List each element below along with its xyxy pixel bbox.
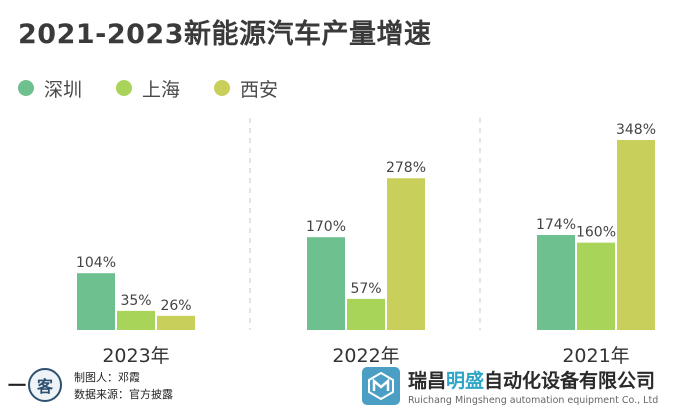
bar-1-2: [387, 178, 425, 330]
data-label-1-1: 57%: [350, 281, 381, 297]
bar-0-0: [77, 273, 115, 330]
legend-label-xian: 西安: [240, 78, 279, 101]
credit-source: 数据来源：官方披露: [74, 388, 173, 401]
footer-logo: 一 客: [8, 368, 62, 402]
legend-swatch-shenzhen: [18, 80, 34, 96]
legend-label-shanghai: 上海: [142, 78, 181, 101]
legend-swatch-xian: [214, 80, 231, 96]
legend-label-shenzhen: 深圳: [44, 78, 83, 101]
category-label-0: 2023年: [102, 345, 169, 367]
legend-item-xian: 西安: [214, 75, 278, 102]
data-label-0-0: 104%: [76, 255, 116, 271]
data-label-2-2: 348%: [616, 122, 656, 138]
chart-legend: 深圳 上海 西安: [18, 75, 278, 102]
category-label-1: 2022年: [332, 345, 399, 367]
data-label-1-2: 278%: [386, 160, 426, 176]
brand-name: 瑞昌明盛自动化设备有限公司: [408, 366, 658, 393]
bar-2-1: [577, 242, 615, 330]
category-label-2: 2021年: [562, 345, 629, 367]
chart-title: 2021-2023新能源汽车产量增速: [18, 19, 432, 50]
bar-1-0: [307, 237, 345, 330]
bar-0-2: [157, 315, 195, 330]
brand-name-highlight: 明盛: [446, 370, 485, 392]
legend-item-shenzhen: 深圳: [18, 75, 82, 102]
data-label-0-2: 26%: [160, 298, 191, 314]
bar-2-0: [537, 235, 575, 330]
bar-2-2: [617, 140, 655, 330]
credits: 制图人：邓霞 数据来源：官方披露: [74, 369, 173, 403]
legend-swatch-shanghai: [116, 80, 133, 96]
data-label-2-1: 160%: [576, 225, 616, 241]
data-label-0-1: 35%: [120, 293, 151, 309]
brand-watermark: 瑞昌明盛自动化设备有限公司 Ruichang Mingsheng automat…: [362, 366, 658, 406]
bar-0-1: [117, 310, 155, 330]
brand-english: Ruichang Mingsheng automation equipment …: [408, 395, 659, 406]
data-label-1-0: 170%: [306, 219, 346, 235]
legend-item-shanghai: 上海: [116, 75, 180, 102]
data-label-2-0: 174%: [536, 217, 576, 233]
brand-name-part1: 瑞昌: [408, 370, 447, 392]
footer-logo-text: 一: [8, 376, 26, 397]
brand-name-part2: 自动化设备有限公司: [484, 370, 656, 392]
footer-logo-circle: 客: [28, 368, 62, 402]
credit-author: 制图人：邓霞: [74, 371, 140, 384]
brand-logo-icon: [362, 367, 400, 405]
bar-1-1: [347, 298, 385, 330]
